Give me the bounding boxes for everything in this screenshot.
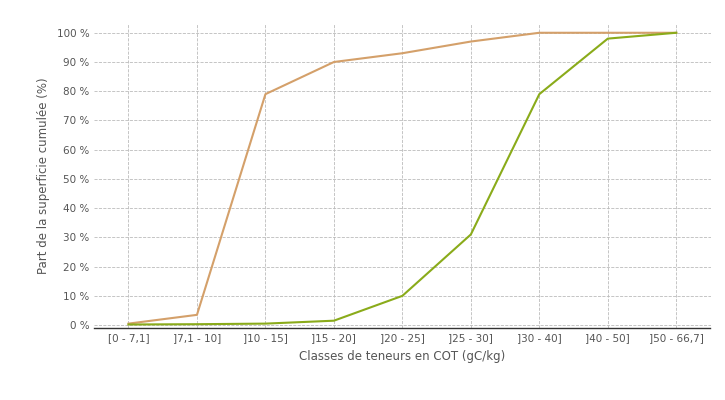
X-axis label: Classes de teneurs en COT (gC/kg): Classes de teneurs en COT (gC/kg) bbox=[299, 350, 505, 363]
Y-axis label: Part de la superficie cumulée (%): Part de la superficie cumulée (%) bbox=[37, 78, 50, 274]
